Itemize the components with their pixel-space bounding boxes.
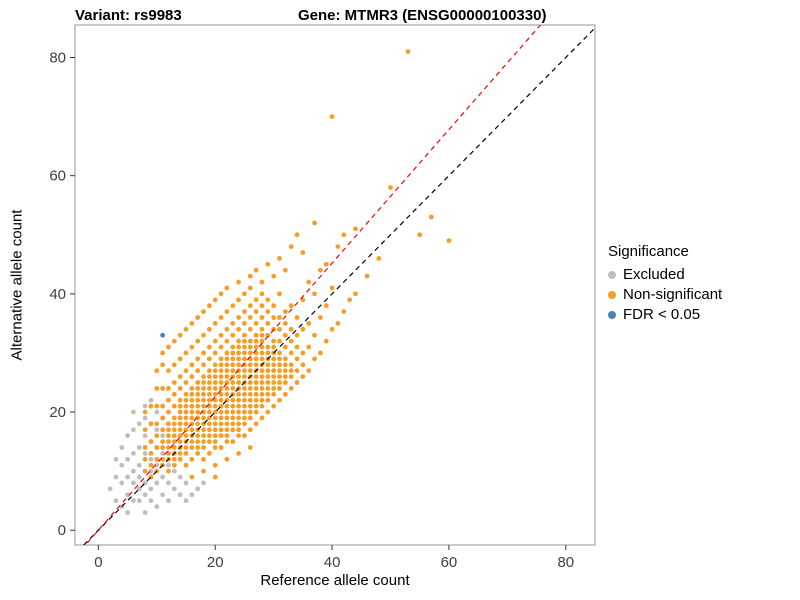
- x-tick-label: 80: [557, 554, 574, 571]
- variant-title: Variant: rs9983: [75, 7, 182, 24]
- series-non-significant: [142, 49, 452, 480]
- legend-swatch: [608, 310, 616, 319]
- legend-swatch: [608, 270, 616, 279]
- legend-item: Excluded: [608, 266, 722, 283]
- gene-title: Gene: MTMR3 (ENSG00000100330): [298, 7, 547, 24]
- x-tick-label: 60: [441, 554, 458, 571]
- series-excluded: [107, 397, 206, 515]
- legend-items: Excluded Non-significant FDR < 0.05: [608, 266, 722, 323]
- fitted-ratio-line: [84, 25, 542, 545]
- y-tick-label: 80: [49, 50, 66, 67]
- legend-item: FDR < 0.05: [608, 306, 722, 323]
- y-tick-label: 40: [49, 286, 66, 303]
- identity-line: [82, 27, 595, 545]
- panel-border: [74, 24, 596, 546]
- legend-item-label: FDR < 0.05: [623, 306, 701, 323]
- reference-lines-layer: [82, 25, 595, 545]
- legend-swatch: [608, 290, 616, 299]
- y-tick-label: 20: [49, 404, 66, 421]
- x-tick-label: 0: [94, 554, 102, 571]
- x-axis-label: Reference allele count: [260, 572, 410, 589]
- legend: Significance Excluded Non-significant FDR …: [608, 243, 722, 326]
- legend-item: Non-significant: [608, 286, 722, 303]
- legend-item-label: Non-significant: [623, 286, 723, 303]
- y-tick-label: 60: [49, 168, 66, 185]
- series-fdr-0-05: [160, 332, 166, 338]
- x-tick-label: 40: [324, 554, 341, 571]
- y-axis-label: Alternative allele count: [8, 209, 26, 361]
- legend-title: Significance: [608, 243, 689, 260]
- points-layer: [107, 49, 452, 515]
- y-tick-label: 0: [58, 522, 66, 539]
- x-tick-label: 20: [207, 554, 224, 571]
- legend-item-label: Excluded: [623, 266, 685, 283]
